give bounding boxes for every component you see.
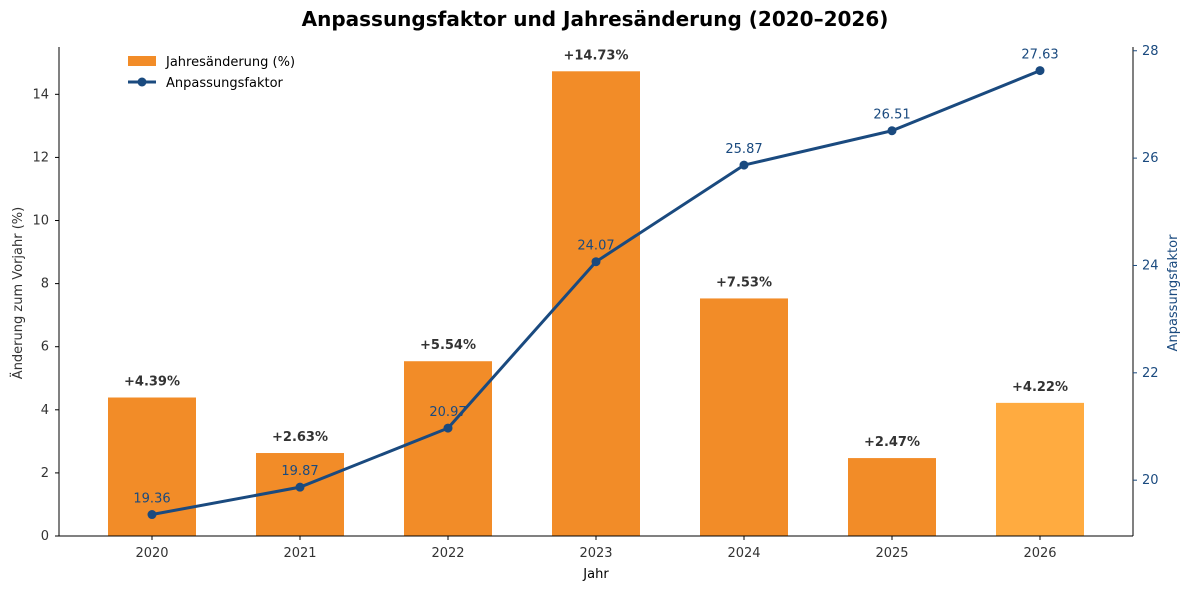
y-axis-right-label: Anpassungsfaktor: [1166, 234, 1181, 352]
y-tick-label: 4: [41, 403, 49, 418]
line-label-2020: 19.36: [133, 492, 170, 507]
y-tick-label: 2: [41, 466, 49, 481]
bar-label-2022: +5.54%: [420, 338, 476, 353]
bar-label-2025: +2.47%: [864, 435, 920, 450]
line-point-2020: [147, 510, 157, 520]
line-label-2026: 27.63: [1021, 48, 1058, 63]
line-point-2025: [887, 126, 897, 136]
x-tick-label: 2020: [135, 546, 168, 561]
y-tick-label: 10: [32, 214, 49, 229]
line-label-2025: 26.51: [873, 108, 910, 123]
y-tick-label: 6: [41, 340, 49, 355]
legend-bar-label: Jahresänderung (%): [165, 55, 295, 70]
x-tick-label: 2026: [1023, 546, 1056, 561]
x-tick-label: 2021: [283, 546, 316, 561]
x-tick-label: 2024: [727, 546, 760, 561]
line-point-2023: [591, 257, 601, 267]
line-point-2022: [443, 423, 453, 433]
y-axis-label: Änderung zum Vorjahr (%): [10, 207, 26, 379]
line-label-2024: 25.87: [725, 142, 762, 157]
legend-line-label: Anpassungsfaktor: [166, 76, 284, 91]
y-right-tick-label: 24: [1142, 258, 1159, 273]
x-tick-label: 2025: [875, 546, 908, 561]
y-right-tick-label: 26: [1142, 151, 1159, 166]
y-right-tick-label: 20: [1142, 473, 1159, 488]
x-axis-label: Jahr: [582, 567, 609, 582]
bar-label-2023: +14.73%: [563, 48, 628, 63]
bar-label-2021: +2.63%: [272, 430, 328, 445]
y-tick-label: 14: [32, 87, 49, 102]
bar-2026: [996, 402, 1084, 536]
legend-line-marker: [137, 77, 147, 87]
bar-label-2024: +7.53%: [716, 275, 772, 290]
y-tick-label: 0: [41, 529, 49, 544]
chart-title: Anpassungsfaktor und Jahresänderung (202…: [302, 7, 889, 31]
y-tick-label: 12: [32, 150, 49, 165]
bar-2024: [700, 298, 788, 536]
bar-2025: [848, 458, 936, 536]
line-label-2021: 19.87: [281, 464, 318, 479]
y-right-tick-label: 28: [1142, 44, 1159, 59]
line-point-2026: [1035, 66, 1045, 76]
y-tick-label: 8: [41, 277, 49, 292]
bar-2023: [552, 71, 640, 536]
line-label-2023: 24.07: [577, 239, 614, 254]
line-label-2022: 20.97: [429, 405, 466, 420]
y-right-tick-label: 22: [1142, 366, 1159, 381]
bar-label-2020: +4.39%: [124, 375, 180, 390]
bar-2022: [404, 361, 492, 536]
legend: Jahresänderung (%) Anpassungsfaktor: [128, 55, 295, 91]
legend-bar-swatch: [128, 56, 156, 66]
x-tick-label: 2022: [431, 546, 464, 561]
x-tick-label: 2023: [579, 546, 612, 561]
bar-2021: [256, 453, 344, 536]
line-point-2024: [739, 160, 749, 170]
bar-label-2026: +4.22%: [1012, 380, 1068, 395]
line-point-2021: [295, 482, 305, 492]
